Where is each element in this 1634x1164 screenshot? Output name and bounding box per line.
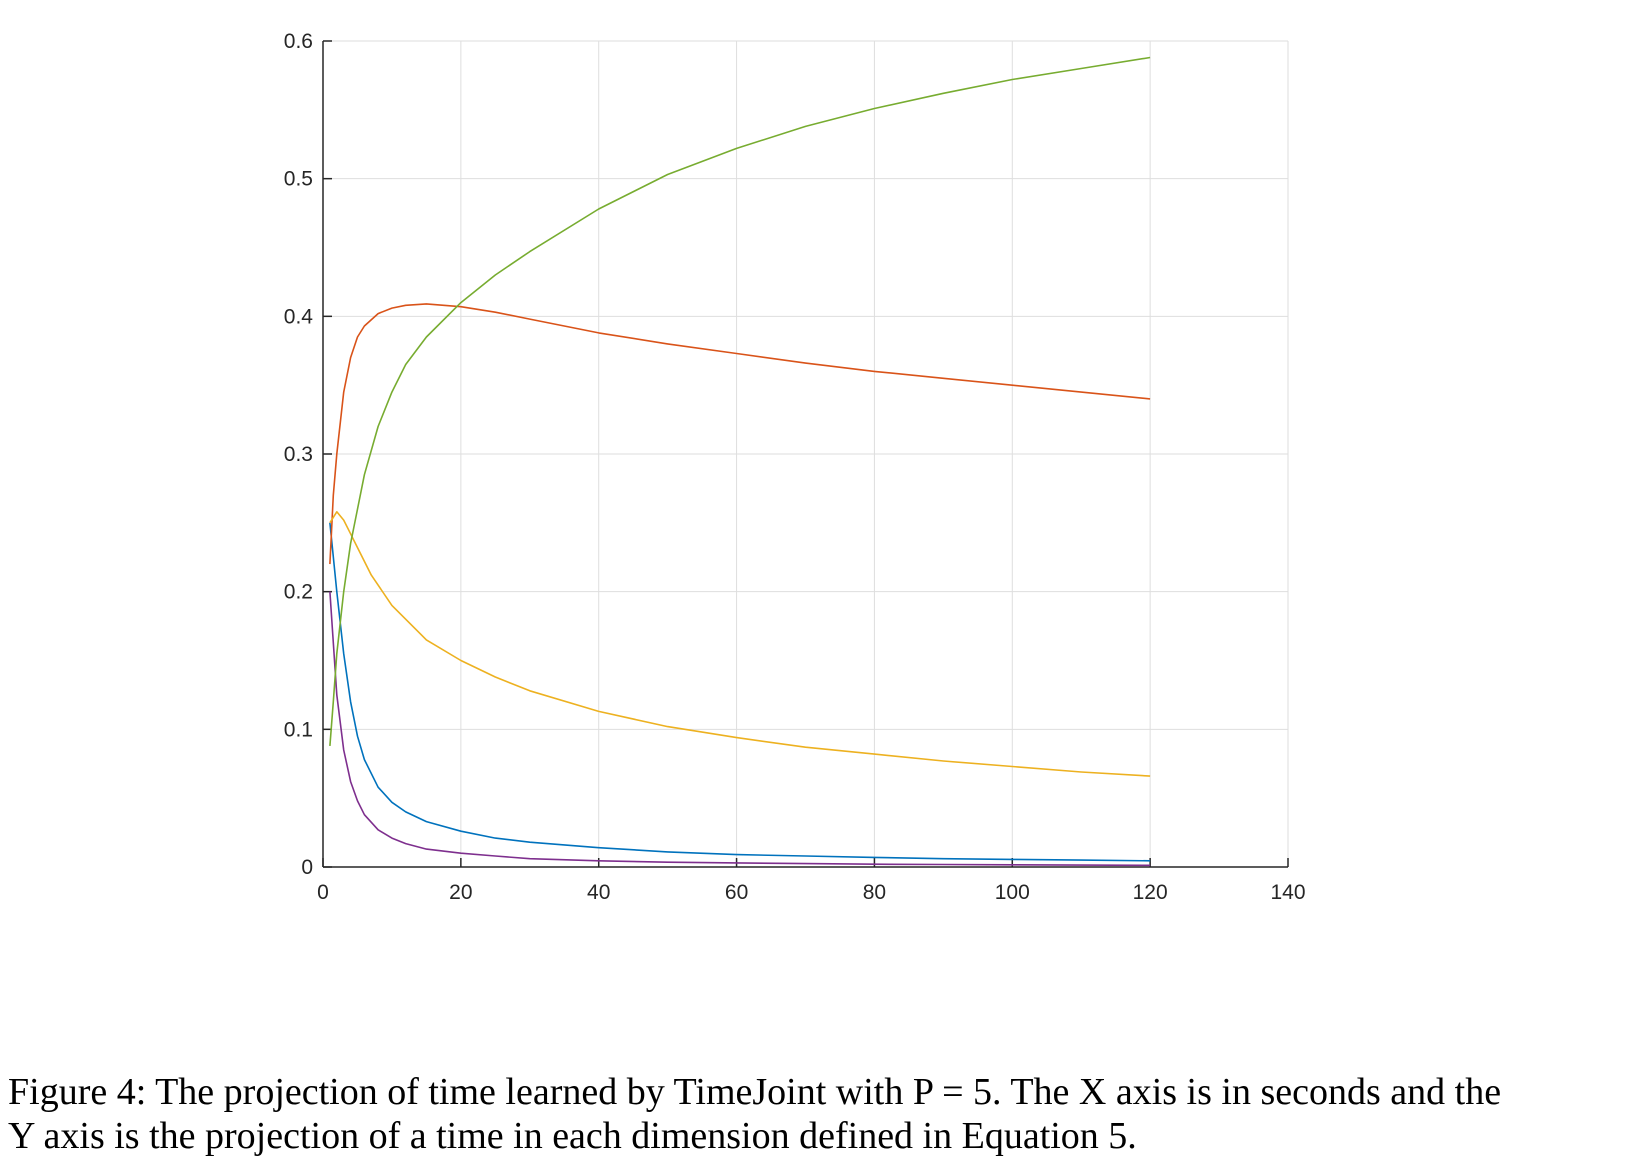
y-tick-label: 0 [301,856,313,879]
series-line-2 [329,303,1151,565]
y-tick-label: 0.1 [284,718,313,741]
line-chart: 0 20 40 60 80 100 120 140 0 0.1 0.2 0.3 0.4 0.5 0.6 [284,30,1306,904]
y-tick-label: 0.3 [284,443,313,466]
x-tick-label: 120 [1133,881,1168,904]
series-line-3 [329,510,1151,777]
y-tick-label: 0.4 [284,305,314,328]
series-line-4 [329,591,1151,867]
y-tick-label: 0.2 [284,581,313,604]
y-tick-label: 0.6 [284,30,313,53]
x-tick-label: 0 [317,881,329,904]
series-line-1 [329,522,1151,862]
x-tick-label: 140 [1270,881,1305,904]
grid-lines [322,40,1289,868]
series-lines [329,56,1151,867]
ticks: 0 20 40 60 80 100 120 140 0 0.1 0.2 0.3 0.4 0.5 0.6 [284,30,1306,904]
x-tick-label: 60 [725,881,748,904]
x-tick-label: 20 [449,881,472,904]
x-tick-label: 80 [863,881,886,904]
figure-caption: Figure 4: The projection of time learned… [8,1070,1628,1158]
caption-line-1: Figure 4: The projection of time learned… [8,1071,1502,1113]
y-tick-label: 0.5 [284,168,313,191]
x-tick-label: 100 [995,881,1030,904]
series-line-5 [329,56,1151,746]
caption-line-2: Y axis is the projection of a time in ea… [8,1115,1137,1157]
x-tick-label: 40 [587,881,610,904]
